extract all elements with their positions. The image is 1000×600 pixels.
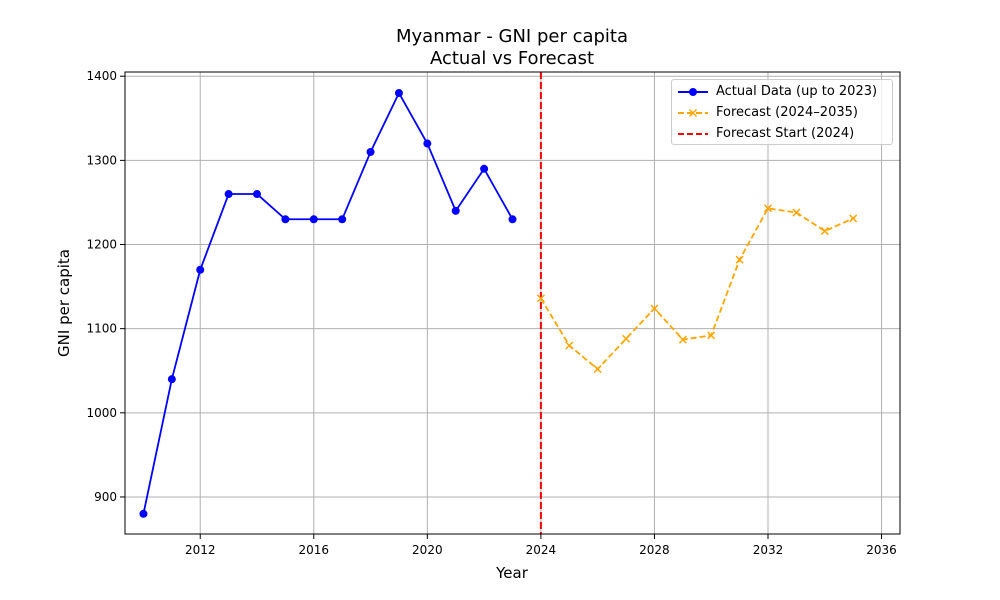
y-tick-label: 1200 <box>86 238 117 252</box>
data-point <box>480 164 489 173</box>
x-tick-label: 2024 <box>526 543 557 557</box>
plot-frame <box>124 71 901 535</box>
legend-label-forecast-start: Forecast Start (2024) <box>716 126 855 141</box>
data-point <box>792 208 801 217</box>
legend-swatch-forecast-start <box>678 133 708 135</box>
series-line-1 <box>540 207 854 371</box>
plot-area <box>125 72 900 534</box>
y-tick-label: 1400 <box>86 69 117 83</box>
data-point <box>224 190 233 199</box>
data-point <box>565 341 574 350</box>
legend-item-forecast-start: Forecast Start (2024) <box>672 124 892 144</box>
legend-swatch-actual <box>678 88 708 96</box>
data-point <box>763 204 773 213</box>
data-point <box>196 265 205 274</box>
y-axis-label: GNI per capita <box>55 249 73 357</box>
data-point <box>366 147 375 156</box>
data-point <box>508 215 517 224</box>
data-point <box>622 334 631 343</box>
x-axis-label: Year <box>495 564 529 582</box>
x-tick-label: 2028 <box>639 543 670 557</box>
data-point <box>139 509 148 518</box>
data-point <box>281 215 290 224</box>
y-tick-label: 1100 <box>86 322 117 336</box>
legend-label-forecast: Forecast (2024–2035) <box>716 105 858 120</box>
data-point <box>536 294 545 303</box>
grid <box>125 72 900 534</box>
series-layer <box>139 89 858 518</box>
data-point <box>678 335 687 344</box>
x-tick-label: 2020 <box>412 543 443 557</box>
data-point <box>394 89 403 98</box>
x-tick-label: 2012 <box>185 543 216 557</box>
y-tick-label: 1300 <box>86 153 117 167</box>
x-tick-label: 2036 <box>866 543 897 557</box>
legend-item-forecast: Forecast (2024–2035) <box>672 103 892 123</box>
data-point <box>167 375 176 384</box>
data-point <box>707 331 716 340</box>
chart-title: Myanmar - GNI per capita <box>396 26 628 47</box>
legend-swatch-forecast <box>678 108 708 118</box>
data-point <box>650 304 659 313</box>
x-tick-label: 2016 <box>299 543 330 557</box>
data-point <box>735 255 744 264</box>
data-point <box>849 214 858 223</box>
y-tick-label: 1000 <box>86 406 117 420</box>
chart-subtitle: Actual vs Forecast <box>430 48 594 69</box>
x-tick-label: 2032 <box>753 543 784 557</box>
legend: Actual Data (up to 2023) Forecast (2024–… <box>671 79 893 145</box>
legend-label-actual: Actual Data (up to 2023) <box>716 84 878 99</box>
data-point <box>309 215 318 224</box>
data-point <box>451 206 460 215</box>
data-point <box>593 365 602 374</box>
series-line-0 <box>142 91 514 514</box>
legend-item-actual: Actual Data (up to 2023) <box>672 82 892 102</box>
data-point <box>820 227 829 236</box>
ticks: 2012 2016 2020 2024 2028 2032 2036 900 1000 1100 1… <box>86 69 896 557</box>
data-point <box>338 215 347 224</box>
data-point <box>253 190 262 199</box>
data-point <box>423 139 432 148</box>
y-tick-label: 900 <box>94 490 117 504</box>
